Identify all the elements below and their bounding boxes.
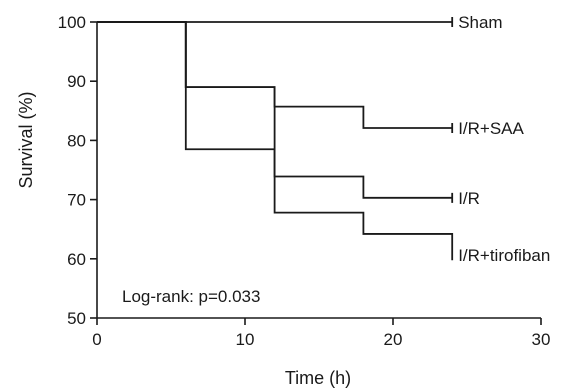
series-group: [97, 17, 454, 261]
log-rank-annotation: Log-rank: p=0.033: [122, 287, 260, 306]
x-tick-label: 0: [92, 330, 101, 349]
y-tick-label: 70: [67, 191, 86, 210]
y-tick-label: 90: [67, 72, 86, 91]
x-tick-label: 10: [236, 330, 255, 349]
axes: 0 10 20 30 50 60 70 80 90 100: [58, 13, 551, 349]
y-axis-title: Survival (%): [16, 91, 36, 188]
y-tick-label: 80: [67, 131, 86, 150]
series-label: Sham: [458, 13, 502, 32]
series-label: I/R: [458, 189, 480, 208]
series-label: I/R+SAA: [458, 119, 524, 138]
y-tick-label: 50: [67, 309, 86, 328]
series-label: I/R+tirofiban: [458, 246, 550, 265]
y-tick-label: 100: [58, 13, 86, 32]
series-line-i-r-tirofiban: [97, 21, 454, 261]
y-tick-label: 60: [67, 250, 86, 269]
x-tick-label: 30: [532, 330, 551, 349]
x-tick-label: 20: [384, 330, 403, 349]
x-axis-title: Time (h): [285, 368, 351, 388]
series-labels: Sham I/R+SAA I/R I/R+tirofiban: [458, 13, 550, 265]
